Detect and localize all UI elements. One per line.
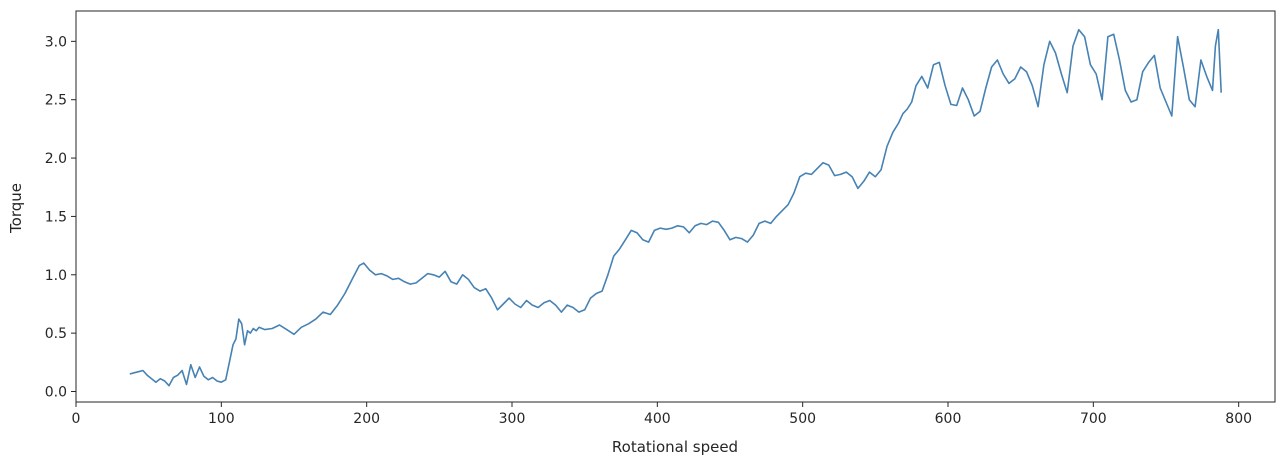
y-tick-label: 2.0 — [45, 151, 67, 167]
y-tick-label: 3.0 — [45, 34, 67, 50]
x-axis-label: Rotational speed — [612, 438, 738, 456]
plot-frame — [75, 10, 1276, 403]
y-tick-label: 1.5 — [45, 209, 67, 225]
plot-area — [75, 10, 1276, 403]
x-tick-label: 600 — [935, 411, 962, 427]
x-tick-label: 400 — [644, 411, 671, 427]
y-axis-ticks: 0.0 0.5 1.0 1.5 2.0 2.5 3.0 — [45, 34, 76, 400]
y-tick-label: 0.0 — [45, 384, 67, 400]
y-tick-label: 0.5 — [45, 326, 67, 342]
x-tick-label: 100 — [208, 411, 235, 427]
x-tick-label: 300 — [499, 411, 526, 427]
x-tick-label: 200 — [353, 411, 380, 427]
x-tick-label: 0 — [72, 411, 81, 427]
series-line-torque — [129, 28, 1222, 387]
y-axis-label: Torque — [7, 183, 25, 234]
x-tick-label: 500 — [789, 411, 816, 427]
y-tick-label: 1.0 — [45, 268, 67, 284]
y-tick-label: 2.5 — [45, 93, 67, 109]
x-tick-label: 800 — [1225, 411, 1252, 427]
x-tick-label: 700 — [1080, 411, 1107, 427]
series-layer — [129, 28, 1222, 387]
x-axis-ticks: 0 100 200 300 400 500 600 700 800 — [72, 402, 1252, 427]
